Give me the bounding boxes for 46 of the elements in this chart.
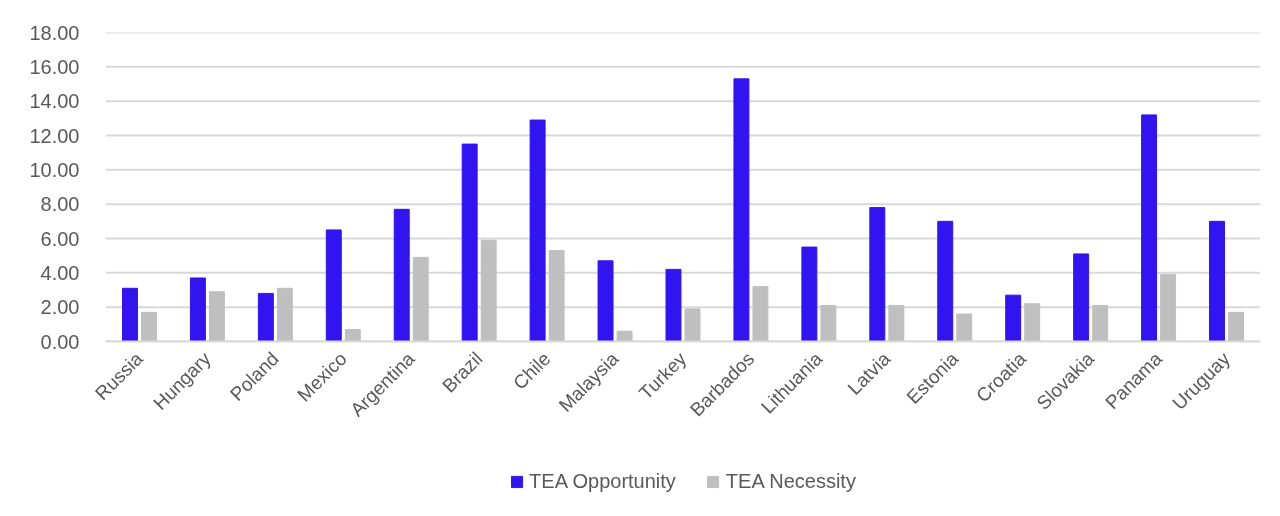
bar <box>888 304 905 342</box>
bar <box>121 287 138 342</box>
y-tick-label: 12.00 <box>29 124 80 147</box>
bar <box>276 287 293 342</box>
y-tick-label: 18.00 <box>29 21 80 44</box>
bar <box>480 239 497 342</box>
bar <box>393 208 410 342</box>
bar <box>820 304 837 342</box>
bar <box>801 246 818 342</box>
bar <box>141 311 157 342</box>
y-tick-label: 10.00 <box>29 158 80 181</box>
bar <box>1092 304 1109 342</box>
bar <box>529 119 546 342</box>
bar <box>325 229 342 342</box>
y-tick-label: 0.00 <box>40 330 80 353</box>
legend-label: TEA Opportunity <box>529 469 676 493</box>
legend-label: TEA Necessity <box>725 469 856 493</box>
bar <box>344 328 361 342</box>
bar <box>1024 303 1041 342</box>
bar <box>1141 114 1158 342</box>
bar <box>412 256 429 342</box>
bar <box>257 292 274 342</box>
bar <box>733 78 750 342</box>
y-tick-label: 16.00 <box>29 55 80 78</box>
bar <box>665 268 682 342</box>
bar <box>1160 274 1177 342</box>
y-tick-label: 2.00 <box>40 296 80 319</box>
bar <box>956 313 973 342</box>
y-tick-label: 6.00 <box>40 227 80 250</box>
bar <box>461 143 478 342</box>
bar <box>869 207 886 342</box>
bar <box>1005 294 1022 342</box>
bar <box>548 250 565 342</box>
y-tick-label: 4.00 <box>40 261 80 284</box>
bar <box>1073 253 1090 342</box>
bar <box>208 291 225 342</box>
bar <box>1209 220 1225 342</box>
bar <box>937 220 954 342</box>
bar <box>597 260 614 342</box>
y-tick-label: 8.00 <box>40 193 80 216</box>
y-tick-label: 14.00 <box>29 90 80 113</box>
bar <box>684 308 701 342</box>
bar <box>1228 311 1245 342</box>
bar <box>752 286 769 342</box>
bar <box>189 277 206 342</box>
bar <box>616 330 633 342</box>
